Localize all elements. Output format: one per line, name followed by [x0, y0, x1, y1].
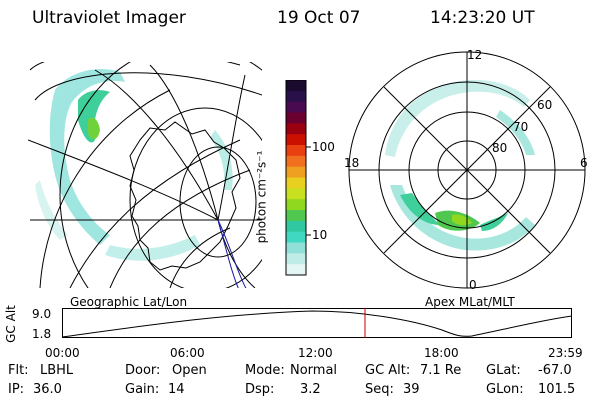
filter-value: LBHL [40, 363, 74, 378]
glon-label: GLon: [486, 382, 524, 397]
aurora-emission-polar [385, 79, 535, 251]
glon-value: 101.5 [538, 382, 576, 397]
colorbar-segment [286, 80, 306, 92]
colorbar-segment [286, 220, 306, 233]
instrument-title: Ultraviolet Imager [32, 8, 186, 28]
altitude-tick-max: 9.0 [32, 307, 52, 321]
colorbar-segment [286, 90, 306, 103]
glat-label: GLat: [486, 363, 521, 378]
door-label: Door: [125, 363, 161, 378]
polar-ring-label-60: 60 [537, 98, 553, 112]
colorbar-segment [286, 101, 306, 113]
colorbar-segment [286, 264, 306, 276]
mode-value: Normal [290, 363, 338, 378]
colorbar-segment [286, 112, 306, 124]
gc-alt-value: 7.1 Re [420, 363, 462, 378]
altitude-tick-min: 1.8 [32, 327, 52, 341]
altitude-timeline [62, 308, 573, 338]
colorbar-segment [286, 242, 306, 254]
polar-label-6: 6 [580, 156, 588, 170]
time-tick-2359: 23:59 [548, 346, 583, 360]
aurora-emission-geo [35, 69, 233, 261]
polar-ring-label-70: 70 [513, 120, 529, 134]
seq-value: 39 [403, 382, 420, 397]
colorbar-segment [286, 177, 306, 189]
geographic-map [28, 62, 262, 288]
colorbar-segment [286, 134, 306, 146]
dsp-value: 3.2 [300, 382, 321, 397]
geographic-map-title: Geographic Lat/Lon [70, 295, 188, 309]
colorbar-tick-10: 10 [312, 228, 328, 242]
gain-label: Gain: [125, 382, 160, 397]
polar-label-0: 0 [469, 278, 477, 292]
colorbar-segment [286, 199, 306, 211]
time-tick-1200: 12:00 [298, 346, 333, 360]
colorbar-segment [286, 231, 306, 243]
intensity-colorbar [285, 80, 311, 276]
polar-map-title: Apex MLat/MLT [425, 295, 515, 309]
polar-ring-label-80: 80 [492, 141, 508, 155]
colorbar-tick-100: 100 [312, 140, 335, 154]
mode-label: Mode: [245, 363, 285, 378]
colorbar-segment [286, 155, 306, 168]
ip-value: 36.0 [33, 382, 62, 397]
door-value: Open [172, 363, 207, 378]
colorbar-segment [286, 210, 306, 222]
polar-label-18: 18 [344, 156, 360, 170]
gain-value: 14 [168, 382, 185, 397]
observation-date: 19 Oct 07 [277, 8, 361, 28]
time-tick-0600: 06:00 [170, 346, 205, 360]
colorbar-segment [286, 188, 306, 200]
colorbar-segment [286, 166, 306, 178]
polar-label-12: 12 [467, 48, 483, 62]
colorbar-unit-label: photon cm⁻²s⁻¹ [254, 150, 269, 244]
colorbar-segment [286, 145, 306, 157]
ip-label: IP: [8, 382, 25, 397]
gc-alt-label: GC Alt: [365, 363, 411, 378]
dsp-label: Dsp: [245, 382, 275, 397]
altitude-axis-label: GC Alt [3, 305, 18, 343]
colorbar-segment [286, 123, 306, 135]
time-tick-1800: 18:00 [424, 346, 459, 360]
filter-label: Flt: [8, 363, 29, 378]
polar-mlt-plot [348, 51, 586, 289]
time-tick-0000: 00:00 [45, 346, 80, 360]
observation-time: 14:23:20 UT [430, 8, 535, 28]
seq-label: Seq: [365, 382, 394, 397]
glat-value: -67.0 [538, 363, 572, 378]
colorbar-segment [286, 253, 306, 265]
